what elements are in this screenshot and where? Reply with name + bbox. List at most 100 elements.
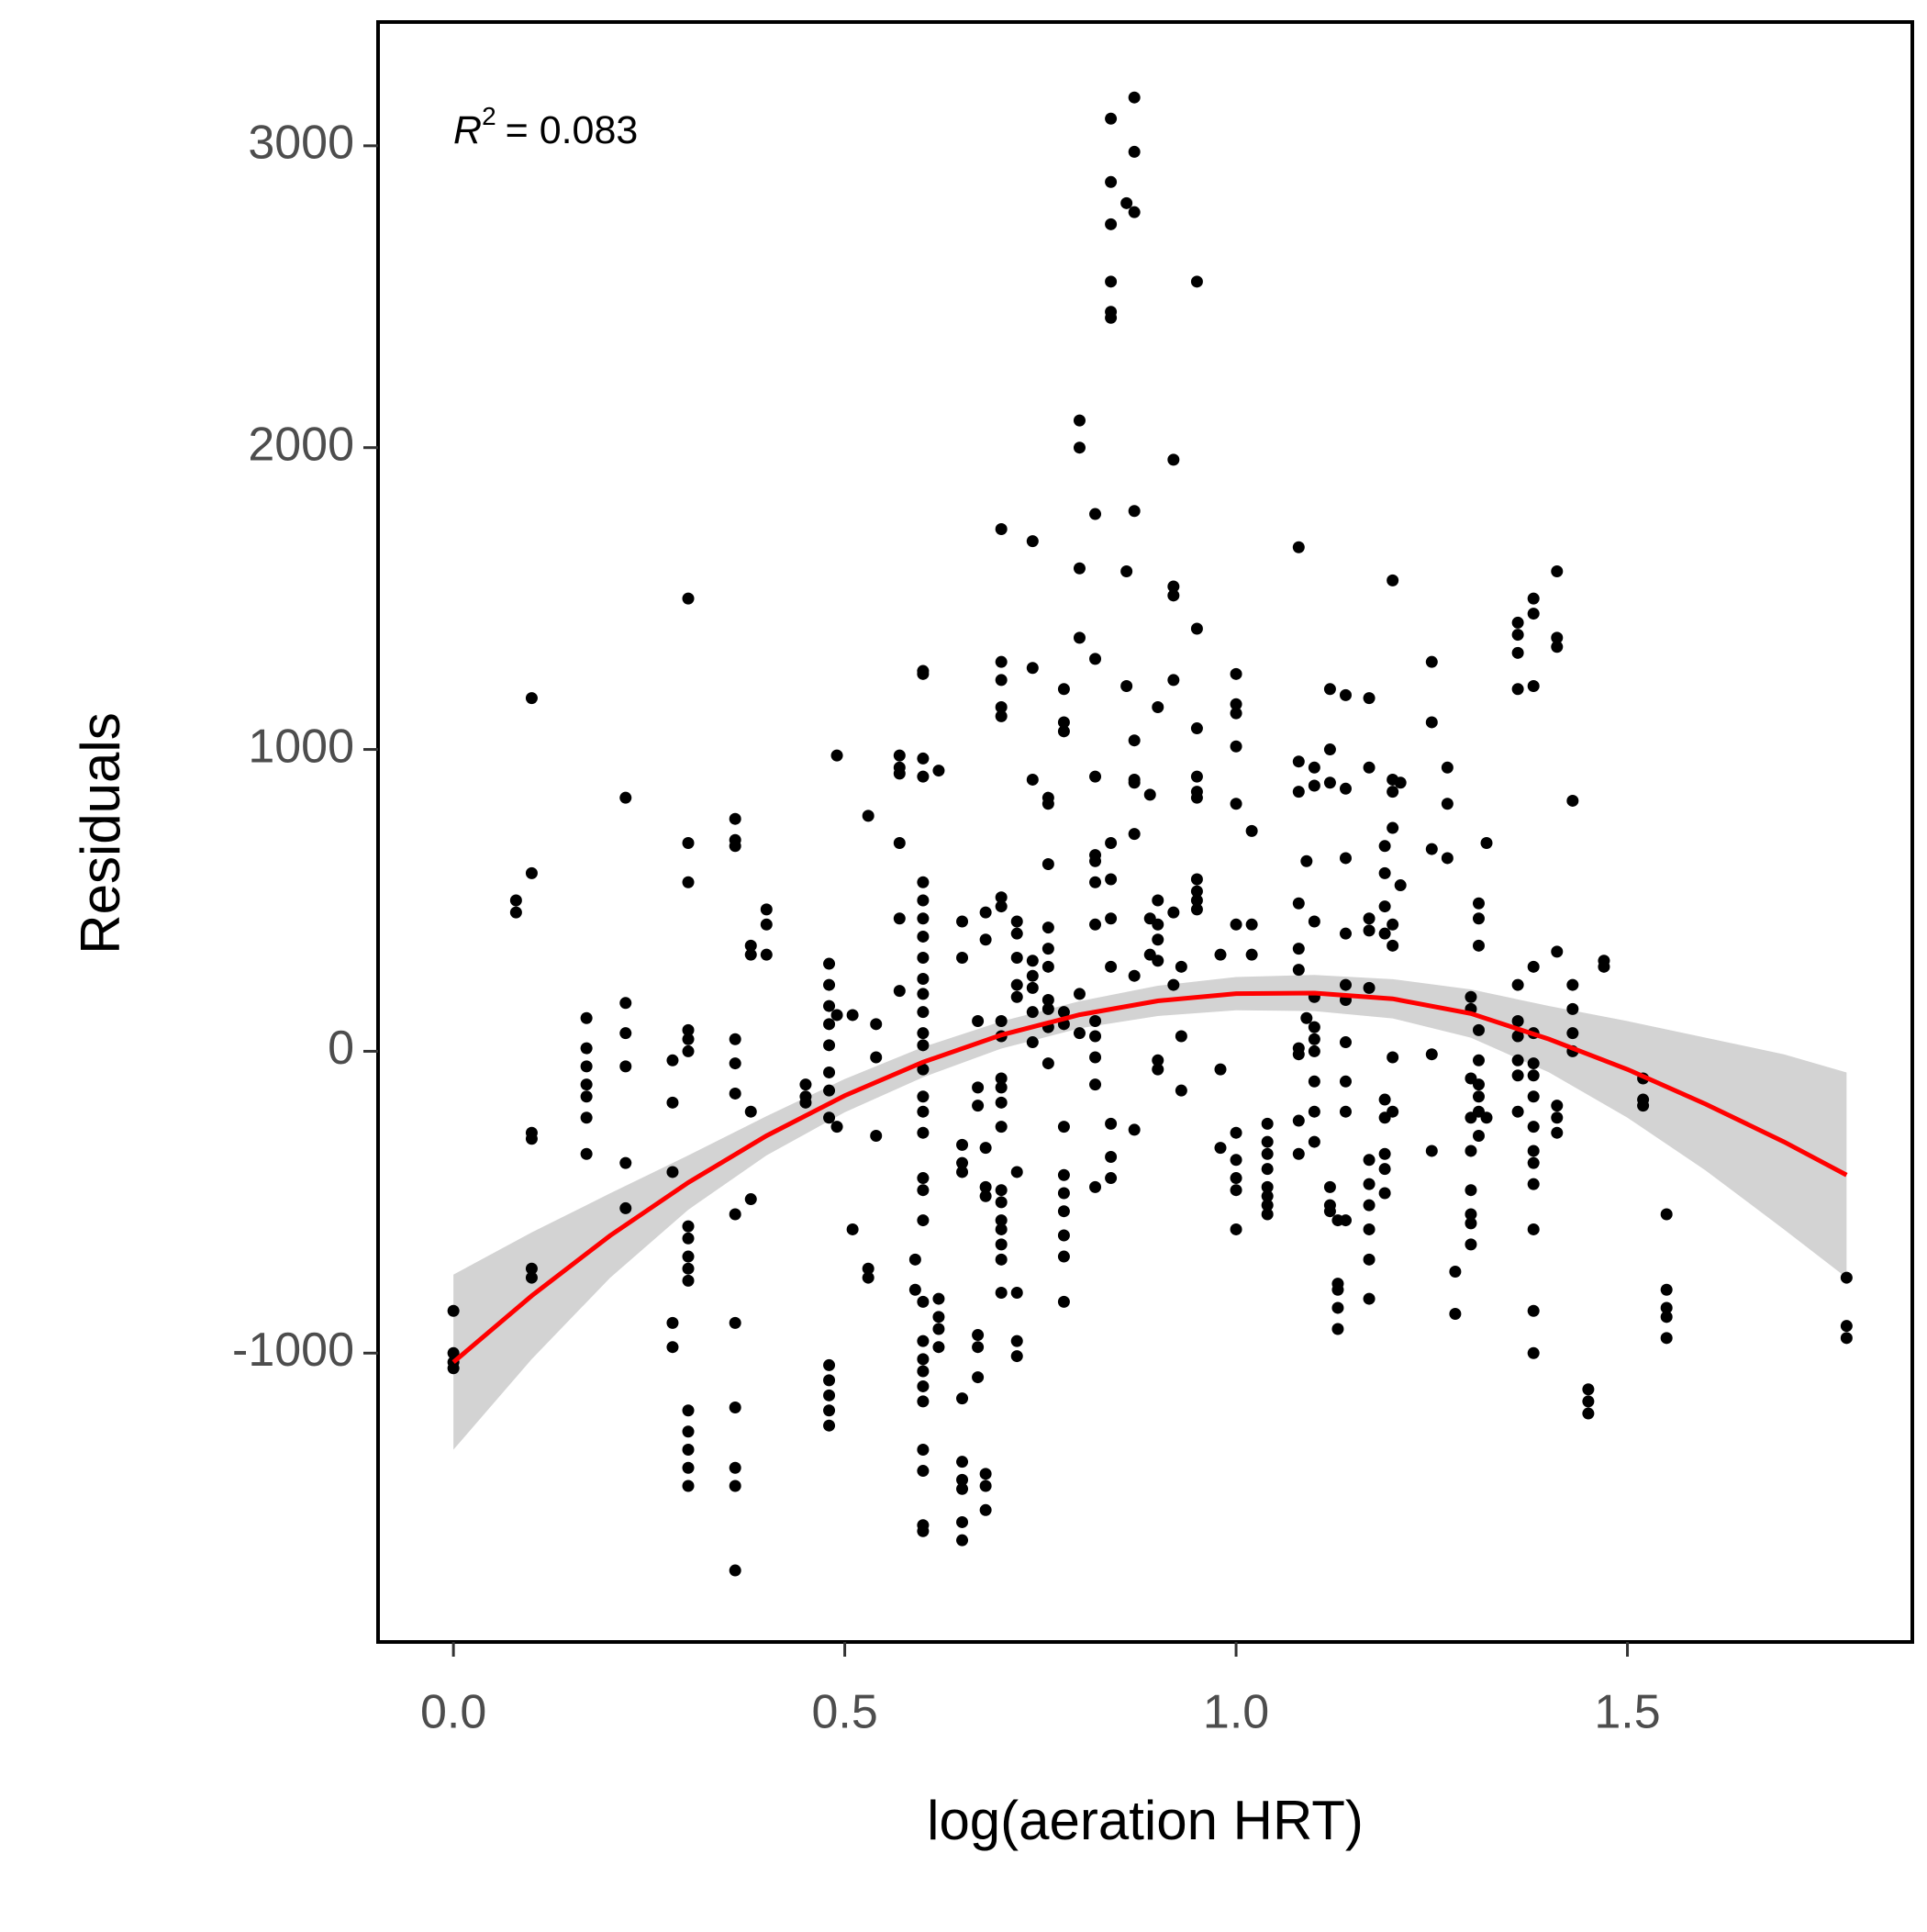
point xyxy=(979,1189,992,1202)
point xyxy=(1105,912,1118,925)
point xyxy=(956,1482,969,1495)
point xyxy=(1214,1063,1227,1076)
point xyxy=(1551,1111,1564,1124)
point xyxy=(1152,933,1164,946)
point xyxy=(1527,1090,1540,1103)
point xyxy=(995,1096,1008,1109)
point xyxy=(917,1006,930,1019)
point xyxy=(956,1166,969,1178)
point xyxy=(1551,945,1564,958)
point xyxy=(1292,786,1305,798)
y-tick-label: -1000 xyxy=(232,1323,354,1377)
point xyxy=(1105,175,1118,188)
point xyxy=(1073,414,1086,427)
point xyxy=(995,1015,1008,1028)
point xyxy=(1105,218,1118,230)
point xyxy=(1152,894,1164,907)
point xyxy=(917,894,930,907)
point xyxy=(1472,1090,1485,1103)
point xyxy=(1105,837,1118,850)
point xyxy=(1026,981,1039,994)
point xyxy=(1363,981,1376,994)
point xyxy=(862,1262,874,1275)
point xyxy=(619,1060,632,1073)
point xyxy=(1387,786,1399,798)
point xyxy=(995,522,1008,535)
point xyxy=(972,1329,985,1342)
point xyxy=(917,1444,930,1457)
point xyxy=(1308,779,1320,792)
point xyxy=(1230,740,1242,753)
point xyxy=(1190,622,1203,635)
line-layer xyxy=(451,990,1848,1365)
point xyxy=(1292,964,1305,977)
point xyxy=(1026,955,1039,967)
point xyxy=(1387,918,1399,931)
point xyxy=(1339,1075,1352,1088)
point xyxy=(995,1214,1008,1227)
point xyxy=(979,1180,992,1193)
x-axis-title: log(aeration HRT) xyxy=(927,1790,1364,1851)
point xyxy=(1660,1208,1673,1221)
point xyxy=(1308,1075,1320,1088)
point xyxy=(1660,1283,1673,1296)
point xyxy=(1089,918,1102,931)
point xyxy=(917,1063,930,1076)
point xyxy=(1527,1069,1540,1082)
point xyxy=(447,1362,460,1375)
point xyxy=(729,1564,741,1577)
point xyxy=(799,1078,812,1091)
point xyxy=(1190,903,1203,916)
point xyxy=(917,1365,930,1378)
point xyxy=(846,1009,859,1022)
point xyxy=(1472,1054,1485,1067)
point xyxy=(729,812,741,825)
point xyxy=(1041,1057,1054,1070)
point xyxy=(1441,852,1454,865)
point xyxy=(1230,1154,1242,1167)
point xyxy=(1073,562,1086,575)
point xyxy=(917,1126,930,1139)
point xyxy=(1010,1287,1023,1300)
y-tick-label: 2000 xyxy=(248,418,354,471)
x-tick-label: 0.0 xyxy=(420,1686,486,1739)
point xyxy=(917,1105,930,1118)
point xyxy=(1363,924,1376,937)
point xyxy=(1394,776,1407,789)
point xyxy=(1057,1295,1070,1308)
point xyxy=(729,1480,741,1492)
point xyxy=(1598,960,1610,973)
point xyxy=(1323,776,1336,789)
point xyxy=(1527,1156,1540,1169)
point xyxy=(1378,1093,1391,1106)
point xyxy=(956,951,969,964)
point xyxy=(956,1473,969,1486)
point xyxy=(995,900,1008,913)
point xyxy=(1363,1154,1376,1167)
point xyxy=(1660,1301,1673,1314)
point xyxy=(1387,1051,1399,1064)
point xyxy=(1167,978,1180,991)
point xyxy=(1511,646,1524,659)
point xyxy=(1308,1033,1320,1045)
point xyxy=(995,1253,1008,1266)
point xyxy=(846,1223,859,1235)
point xyxy=(1378,1187,1391,1200)
point xyxy=(1363,1223,1376,1235)
point xyxy=(1527,1346,1540,1359)
point xyxy=(1425,1145,1438,1157)
point xyxy=(1105,275,1118,288)
point xyxy=(1041,858,1054,871)
point xyxy=(1245,948,1258,961)
point xyxy=(1378,840,1391,853)
point xyxy=(972,1015,985,1028)
point xyxy=(1010,927,1023,940)
point xyxy=(580,1147,593,1160)
point xyxy=(979,1468,992,1480)
point xyxy=(1527,960,1540,973)
point xyxy=(1292,1147,1305,1160)
point xyxy=(1167,674,1180,687)
point xyxy=(870,1051,883,1064)
point xyxy=(917,1395,930,1408)
point xyxy=(619,1156,632,1169)
